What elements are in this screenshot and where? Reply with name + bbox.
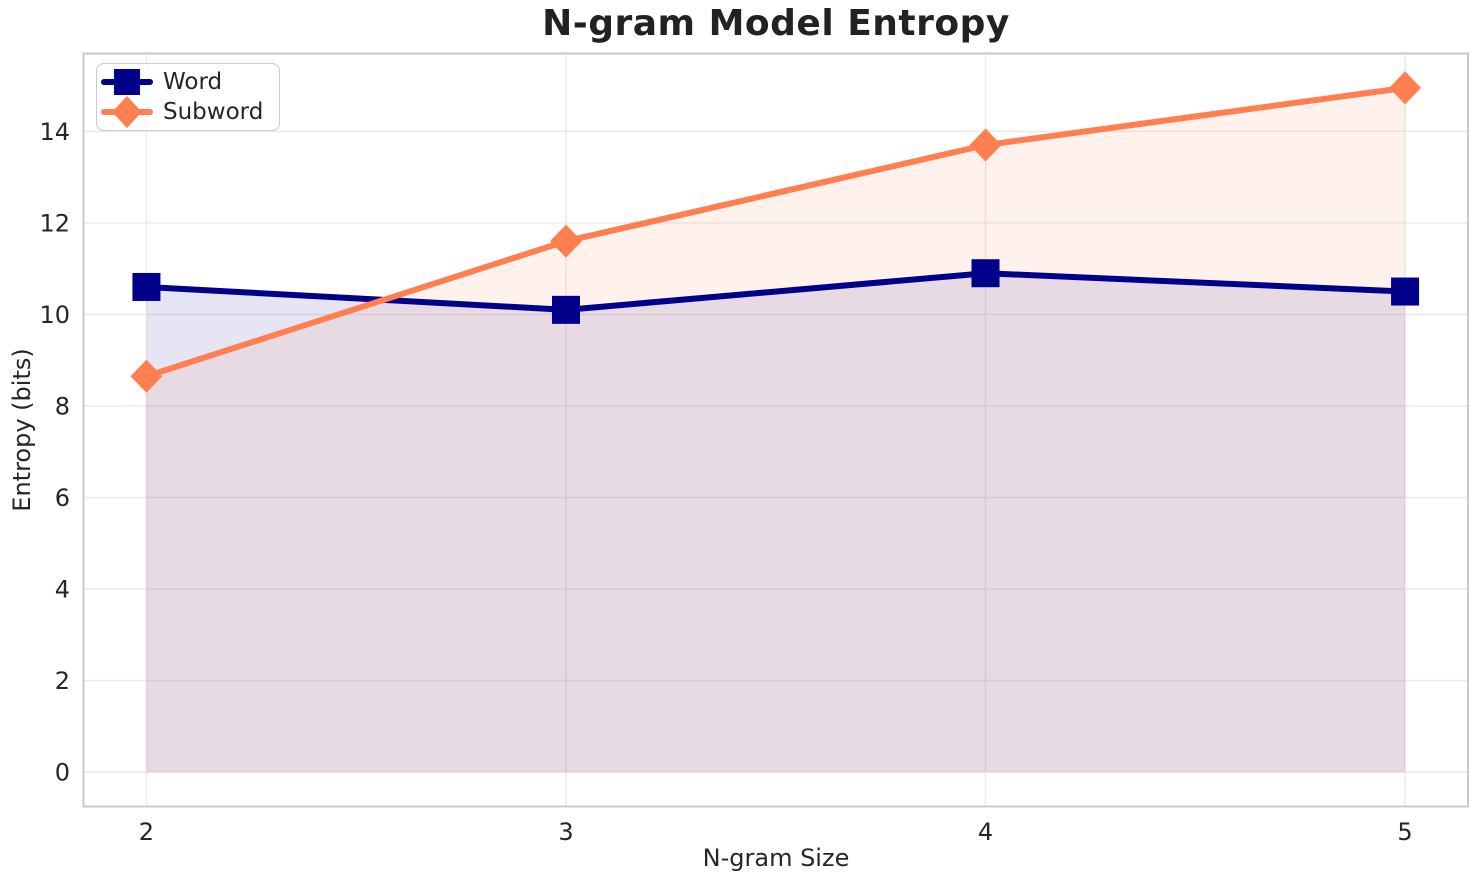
subword-line-marker-icon <box>101 96 153 128</box>
y-tick-label: 6 <box>55 484 70 512</box>
series-area-subword <box>146 87 1406 773</box>
legend-label-word: Word <box>163 69 223 95</box>
series-area-word <box>146 273 1406 773</box>
tick-labels: 2 3 4 5 0 2 4 6 8 10 12 14 <box>39 118 1412 846</box>
x-tick-label: 2 <box>139 818 154 846</box>
y-tick-label: 4 <box>55 576 70 604</box>
gridlines <box>83 53 1468 807</box>
x-tick-label: 4 <box>978 818 993 846</box>
legend: Word Subword <box>96 63 281 131</box>
y-tick-label: 10 <box>39 301 70 329</box>
word-line-marker-icon <box>101 69 153 95</box>
y-tick-label: 12 <box>39 209 70 237</box>
legend-item-subword: Subword <box>101 96 264 128</box>
y-tick-label: 8 <box>55 392 70 420</box>
chart-title: N-gram Model Entropy <box>542 3 1010 44</box>
y-axis-label: Entropy (bits) <box>8 348 36 512</box>
series-markers-subword <box>130 71 1422 393</box>
legend-label-subword: Subword <box>163 99 264 125</box>
series-line-subword <box>145 84 1406 380</box>
x-tick-label: 3 <box>558 818 573 846</box>
x-axis-label: N-gram Size <box>702 844 850 872</box>
y-tick-label: 14 <box>39 118 70 146</box>
y-tick-label: 2 <box>55 667 70 695</box>
x-tick-label: 5 <box>1397 818 1412 846</box>
y-tick-label: 0 <box>55 759 70 787</box>
legend-item-word: Word <box>101 67 263 97</box>
series-line-word <box>146 270 1406 313</box>
axes-border <box>82 52 1469 808</box>
series-markers-word <box>132 259 1420 324</box>
